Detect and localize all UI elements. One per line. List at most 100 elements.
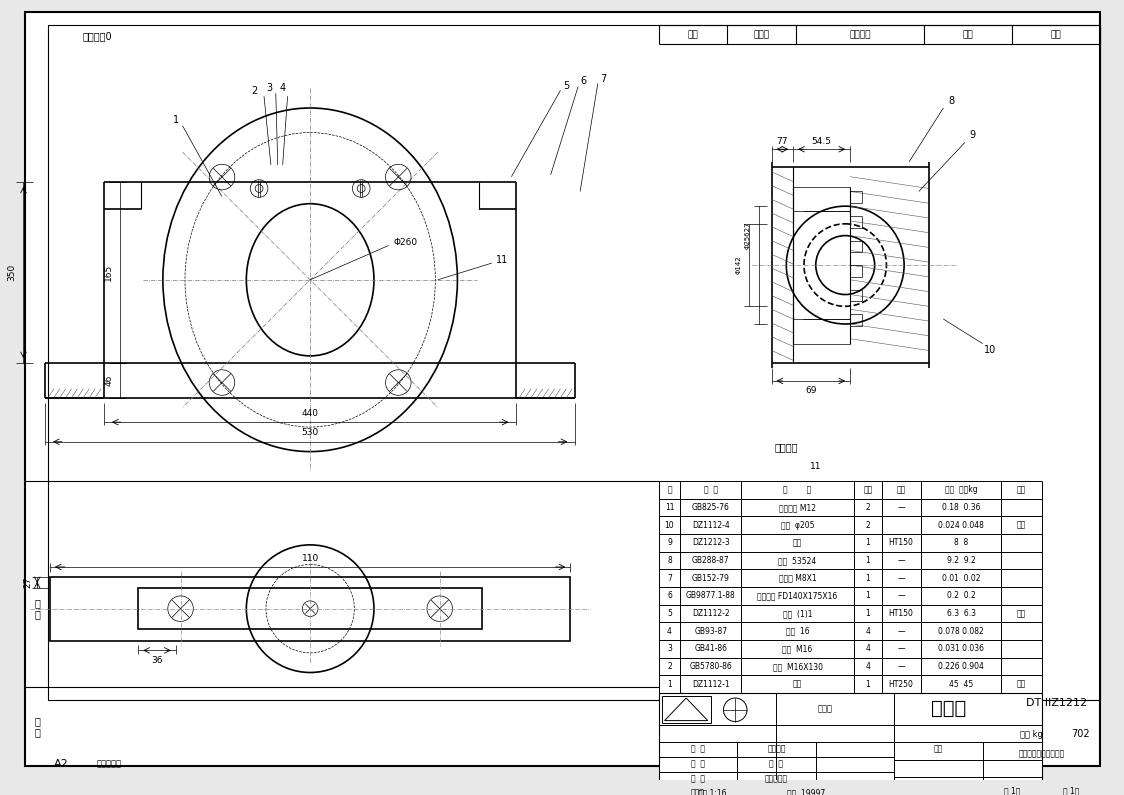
Text: 备用: 备用 xyxy=(1017,680,1026,688)
Text: 批次: 批次 xyxy=(688,30,698,39)
Text: GB825-76: GB825-76 xyxy=(691,503,729,512)
Text: 27: 27 xyxy=(22,576,31,588)
Text: 名        称: 名 称 xyxy=(783,486,812,494)
Text: 图号  19997: 图号 19997 xyxy=(787,789,825,795)
Text: Φ25627: Φ25627 xyxy=(745,222,751,250)
Text: 单个  总计kg: 单个 总计kg xyxy=(945,486,978,494)
Text: 数量: 数量 xyxy=(863,486,872,494)
Text: 11: 11 xyxy=(496,255,508,266)
Text: 11: 11 xyxy=(810,462,822,471)
Text: 8: 8 xyxy=(949,96,954,106)
Text: 0.024 0.048: 0.024 0.048 xyxy=(939,521,984,529)
Text: 46: 46 xyxy=(105,374,114,386)
Text: 0.01  0.02: 0.01 0.02 xyxy=(942,574,980,583)
Text: 校  对: 校 对 xyxy=(691,759,705,768)
Text: 规范化录入: 规范化录入 xyxy=(765,774,788,783)
Text: 1: 1 xyxy=(865,556,870,565)
Text: GB5780-86: GB5780-86 xyxy=(689,662,732,671)
Text: 监  理: 监 理 xyxy=(770,759,783,768)
Text: 比例 1:16: 比例 1:16 xyxy=(698,789,727,795)
Text: 图幅文件号: 图幅文件号 xyxy=(97,759,121,768)
Polygon shape xyxy=(664,698,708,720)
Text: 密封圈 M8X1: 密封圈 M8X1 xyxy=(779,574,816,583)
Text: A2: A2 xyxy=(54,758,70,769)
Text: 技术要求: 技术要求 xyxy=(774,442,798,452)
Text: 3: 3 xyxy=(266,83,272,93)
Text: 日期: 日期 xyxy=(1051,30,1062,39)
Text: 2: 2 xyxy=(865,503,870,512)
Bar xyxy=(138,588,482,630)
Text: 共 1页: 共 1页 xyxy=(1004,787,1021,795)
Text: 4: 4 xyxy=(280,83,285,93)
Text: 54.5: 54.5 xyxy=(812,137,832,145)
Text: Φ142: Φ142 xyxy=(735,256,741,274)
Text: 6: 6 xyxy=(667,591,672,600)
Text: 标准化: 标准化 xyxy=(691,789,705,795)
Text: 3: 3 xyxy=(667,645,672,653)
Text: 9: 9 xyxy=(970,130,976,141)
Text: DZ1112-1: DZ1112-1 xyxy=(692,680,729,688)
Text: —: — xyxy=(897,503,905,512)
Text: 350: 350 xyxy=(7,264,16,281)
Text: 0.2  0.2: 0.2 0.2 xyxy=(946,591,976,600)
Text: 9: 9 xyxy=(667,538,672,548)
Text: 骨架油封 FD140X175X16: 骨架油封 FD140X175X16 xyxy=(758,591,837,600)
Text: 叼
叼: 叼 叼 xyxy=(35,716,40,737)
Text: 0.18  0.36: 0.18 0.36 xyxy=(942,503,980,512)
Text: 2: 2 xyxy=(668,662,672,671)
Text: 备用: 备用 xyxy=(1017,521,1026,529)
Text: 第 1页: 第 1页 xyxy=(1063,787,1079,795)
Text: 透盖  (1)1: 透盖 (1)1 xyxy=(782,609,813,618)
Text: 7: 7 xyxy=(667,574,672,583)
Text: 6.3  6.3: 6.3 6.3 xyxy=(946,609,976,618)
Text: DZ1112-2: DZ1112-2 xyxy=(692,609,729,618)
Text: 440: 440 xyxy=(301,409,318,418)
Text: HT150: HT150 xyxy=(889,609,914,618)
Text: 文件号: 文件号 xyxy=(754,30,770,39)
Text: 1: 1 xyxy=(865,574,870,583)
Text: DZ1212-3: DZ1212-3 xyxy=(692,538,729,548)
Text: —: — xyxy=(897,662,905,671)
Text: 8: 8 xyxy=(668,556,672,565)
Text: 轴承  53524: 轴承 53524 xyxy=(779,556,817,565)
Text: 702: 702 xyxy=(1071,729,1090,739)
Text: 1: 1 xyxy=(865,680,870,688)
Text: 螺母  M16: 螺母 M16 xyxy=(782,645,813,653)
Text: 备用: 备用 xyxy=(1017,609,1026,618)
Text: 11: 11 xyxy=(664,503,674,512)
Text: 110: 110 xyxy=(301,553,319,563)
Text: 螺栓  M16X130: 螺栓 M16X130 xyxy=(772,662,823,671)
Text: 2: 2 xyxy=(251,87,257,96)
Text: 审  核: 审 核 xyxy=(691,774,705,783)
Text: DT IIZ1212: DT IIZ1212 xyxy=(1026,698,1087,708)
Text: 5: 5 xyxy=(667,609,672,618)
Text: 8  8: 8 8 xyxy=(954,538,968,548)
Text: —: — xyxy=(897,645,905,653)
Text: 南京宁宇机械有限公司: 南京宁宇机械有限公司 xyxy=(1018,750,1064,758)
Bar xyxy=(49,577,570,641)
Text: 叼叼叼口0: 叼叼叼口0 xyxy=(82,31,112,41)
Text: 叼
叼: 叼 叼 xyxy=(35,598,40,619)
Text: 闷盖: 闷盖 xyxy=(792,538,803,548)
Text: 2: 2 xyxy=(865,521,870,529)
Text: 10: 10 xyxy=(985,346,997,355)
Text: 530: 530 xyxy=(301,429,319,437)
Text: 77: 77 xyxy=(777,137,788,145)
Text: 备注: 备注 xyxy=(1017,486,1026,494)
Text: 端盖  φ205: 端盖 φ205 xyxy=(781,521,815,529)
Bar xyxy=(48,25,1100,700)
Text: 签名: 签名 xyxy=(962,30,973,39)
Text: GB93-87: GB93-87 xyxy=(695,626,727,636)
Text: 0.226 0.904: 0.226 0.904 xyxy=(939,662,984,671)
Text: —: — xyxy=(897,626,905,636)
Text: 修改内容: 修改内容 xyxy=(849,30,871,39)
Text: 0.078 0.082: 0.078 0.082 xyxy=(939,626,984,636)
Text: 设  计: 设 计 xyxy=(691,745,705,754)
Text: 轴承座: 轴承座 xyxy=(931,700,966,719)
Text: DZ1112-4: DZ1112-4 xyxy=(692,521,729,529)
Text: 69: 69 xyxy=(805,386,817,395)
Text: 165: 165 xyxy=(105,264,114,281)
Text: 工艺审查: 工艺审查 xyxy=(768,745,786,754)
Text: GB152-79: GB152-79 xyxy=(691,574,729,583)
Text: 1: 1 xyxy=(865,591,870,600)
